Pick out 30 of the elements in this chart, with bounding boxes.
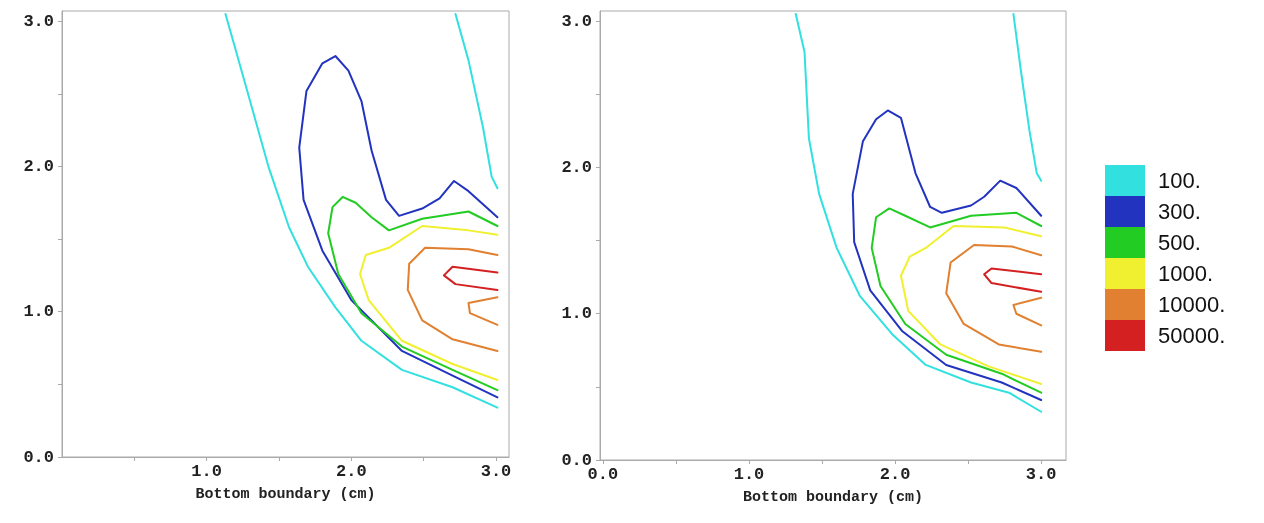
legend-label: 100. xyxy=(1158,168,1201,193)
legend-label: 500. xyxy=(1158,230,1201,255)
y-tick-label: 0.0 xyxy=(23,447,54,467)
line-series xyxy=(983,267,1043,293)
x-tick-label: 3.0 xyxy=(1025,465,1057,484)
legend-label: 50000. xyxy=(1158,323,1226,348)
line-series xyxy=(359,225,499,381)
y-tick-label: 2.0 xyxy=(561,157,592,177)
y-tick-label: 1.0 xyxy=(23,302,54,322)
legend-label: 1000. xyxy=(1158,261,1214,286)
line-series xyxy=(442,265,499,291)
x-tick-label: 2.0 xyxy=(879,465,911,484)
y-tick-label: 2.0 xyxy=(23,156,54,176)
y-tick-label: 3.0 xyxy=(561,11,592,31)
x-tick-label: 1.0 xyxy=(191,462,222,481)
x-axis-title: Bottom boundary (cm) xyxy=(195,486,376,503)
line-series xyxy=(851,109,1043,402)
y-tick-label: 1.0 xyxy=(561,304,592,324)
x-axis-title: Bottom boundary (cm) xyxy=(742,489,924,506)
line-series xyxy=(870,207,1043,394)
x-tick-label: 1.0 xyxy=(733,465,765,484)
x-tick-label: 3.0 xyxy=(480,462,512,481)
line-series xyxy=(298,55,499,399)
x-tick-label: 2.0 xyxy=(336,462,367,481)
y-tick-label: 3.0 xyxy=(23,11,54,31)
legend-label: 10000. xyxy=(1158,292,1226,317)
x-tick-label: 0.0 xyxy=(587,465,619,484)
line-series xyxy=(327,195,499,392)
legend-label: 300. xyxy=(1158,199,1201,224)
line-series xyxy=(899,224,1043,385)
